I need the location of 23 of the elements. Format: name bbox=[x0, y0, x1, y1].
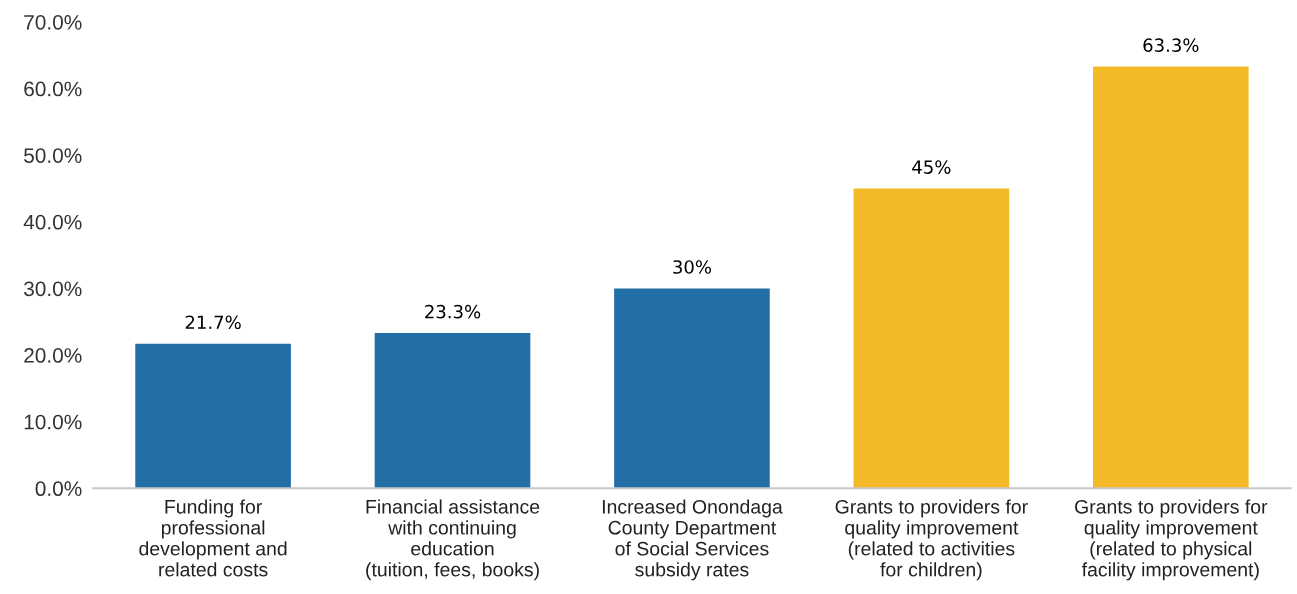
y-tick-label: 20.0% bbox=[24, 348, 82, 363]
y-tick-label: 0.0% bbox=[35, 481, 82, 497]
bar bbox=[135, 343, 291, 489]
data-label: 63.3% bbox=[1143, 38, 1199, 52]
x-tick-label: Funding for professional development and related costs bbox=[139, 499, 287, 577]
x-tick-label: Grants to providers for quality improvement (related to physical facility improvement) bbox=[1075, 499, 1268, 581]
x-tick-label: Increased Onondaga County Department of Social Services subsidy rates bbox=[602, 499, 783, 581]
y-tick-label: 10.0% bbox=[24, 414, 82, 430]
x-tick-label: Grants to providers for quality improvement (related to activities for children) bbox=[835, 499, 1028, 581]
bar bbox=[614, 288, 770, 489]
y-tick-label: 30.0% bbox=[24, 281, 82, 297]
y-tick-label: 40.0% bbox=[23, 214, 82, 230]
bar bbox=[853, 188, 1010, 489]
data-label: 30% bbox=[673, 260, 712, 274]
bar bbox=[374, 333, 531, 489]
data-label: 21.7% bbox=[185, 315, 241, 330]
y-tick-label: 70.0% bbox=[24, 14, 82, 30]
x-tick-label: Financial assistance with continuing education (tuition, fees, books) bbox=[366, 499, 540, 581]
bar bbox=[1092, 66, 1249, 489]
y-tick-label: 50.0% bbox=[24, 148, 82, 163]
y-tick-label: 60.0% bbox=[24, 81, 82, 97]
data-label: 45% bbox=[912, 160, 951, 174]
data-label: 23.3% bbox=[425, 304, 481, 319]
